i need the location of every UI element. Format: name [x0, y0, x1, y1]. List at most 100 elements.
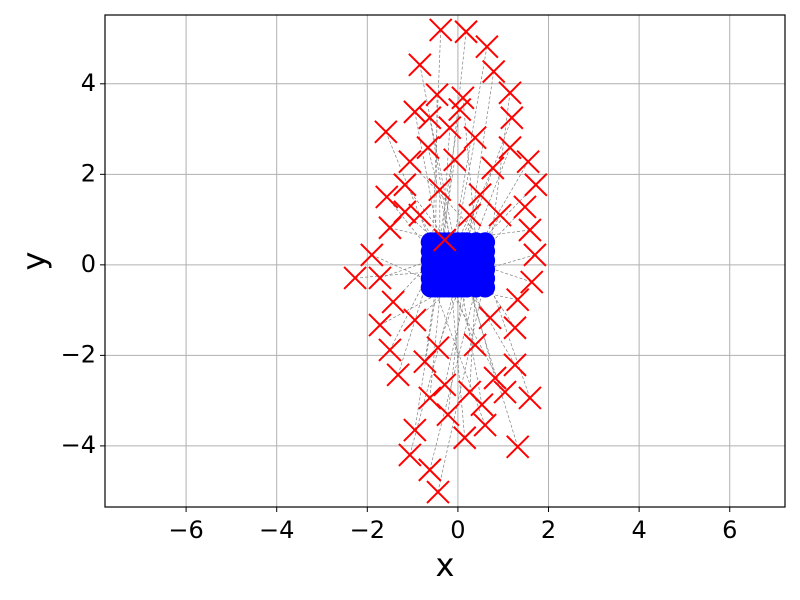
- x-marker: [503, 353, 527, 377]
- x-marker: [498, 135, 522, 160]
- x-marker: [343, 266, 367, 290]
- circle-marker: [452, 232, 473, 253]
- x-marker: [398, 443, 422, 467]
- x-marker: [443, 148, 467, 172]
- connector: [430, 278, 486, 426]
- x-marker: [475, 34, 499, 59]
- x-marker: [433, 373, 457, 397]
- x-marker: [403, 418, 427, 442]
- x-marker: [436, 402, 460, 427]
- x-marker: [513, 195, 537, 219]
- x-marker: [378, 338, 402, 362]
- connector: [427, 147, 459, 270]
- x-marker: [481, 59, 506, 84]
- x-marker: [457, 203, 482, 227]
- x-marker: [452, 426, 477, 450]
- x-marker: [454, 20, 478, 44]
- x-tick-label: −2: [350, 516, 385, 544]
- connector: [453, 214, 471, 252]
- x-marker: [524, 173, 548, 197]
- y-tick-label: 0: [81, 250, 96, 278]
- x-marker: [500, 106, 524, 130]
- x-marker: [360, 243, 384, 267]
- x-tick-label: −6: [168, 516, 203, 544]
- x-marker: [463, 333, 487, 357]
- x-marker: [516, 149, 540, 174]
- x-marker: [386, 363, 410, 387]
- connector: [448, 46, 488, 270]
- x-marker: [418, 458, 442, 482]
- x-tick-label: 0: [450, 516, 465, 544]
- x-marker: [428, 18, 453, 42]
- connector: [448, 251, 516, 366]
- x-marker: [425, 82, 449, 107]
- connector: [430, 29, 442, 288]
- x-marker: [498, 81, 522, 105]
- connector: [386, 196, 432, 252]
- x-tick-label: 4: [631, 516, 646, 544]
- connector: [429, 287, 477, 470]
- connector: [404, 184, 463, 261]
- y-tick-label: 4: [81, 69, 96, 97]
- plot-frame: [104, 14, 786, 508]
- connector: [434, 109, 461, 270]
- x-axis-label: x: [436, 546, 455, 584]
- connector: [462, 117, 513, 252]
- x-marker: [413, 350, 437, 374]
- x-marker: [520, 270, 544, 294]
- x-marker: [416, 135, 440, 160]
- x-marker: [428, 178, 452, 202]
- x-marker: [506, 287, 530, 312]
- connector: [392, 241, 450, 303]
- connector: [447, 287, 463, 415]
- x-marker: [378, 216, 402, 240]
- x-marker: [518, 218, 542, 242]
- x-marker: [478, 306, 502, 330]
- x-marker: [493, 380, 517, 404]
- x-tick-label: 6: [722, 516, 737, 544]
- x-marker: [408, 53, 432, 77]
- x-marker: [426, 480, 450, 504]
- x-marker: [483, 366, 507, 390]
- x-marker: [374, 120, 398, 144]
- x-marker: [488, 203, 512, 227]
- connector: [379, 259, 431, 279]
- connector: [484, 92, 511, 288]
- y-axis-label: y: [15, 252, 53, 271]
- x-marker: [473, 413, 497, 437]
- x-tick-label: −4: [259, 516, 294, 544]
- connector: [355, 269, 463, 279]
- x-tick-label: 2: [541, 516, 556, 544]
- x-marker: [368, 313, 392, 337]
- x-marker: [403, 100, 427, 124]
- x-marker: [463, 125, 487, 150]
- connector: [409, 161, 486, 243]
- x-marker: [470, 392, 494, 417]
- x-marker: [375, 185, 399, 209]
- connector: [466, 71, 495, 252]
- x-marker: [398, 149, 422, 174]
- x-marker: [393, 173, 417, 197]
- connector: [419, 64, 459, 261]
- x-marker: [518, 386, 542, 410]
- x-marker: [433, 228, 457, 252]
- x-marker: [368, 266, 392, 290]
- circle-marker: [475, 268, 496, 289]
- connector: [484, 269, 531, 399]
- x-marker: [403, 308, 427, 332]
- y-tick-label: −2: [61, 340, 96, 368]
- x-marker: [438, 115, 462, 140]
- x-marker: [448, 97, 472, 122]
- connector: [437, 278, 486, 493]
- y-tick-label: −4: [61, 431, 96, 459]
- x-marker: [523, 243, 547, 267]
- x-marker: [381, 290, 405, 314]
- x-marker: [418, 106, 442, 130]
- x-marker: [408, 203, 432, 227]
- y-tick-label: 2: [81, 159, 96, 187]
- x-marker: [481, 156, 505, 180]
- connector: [444, 287, 468, 385]
- x-marker: [468, 182, 492, 207]
